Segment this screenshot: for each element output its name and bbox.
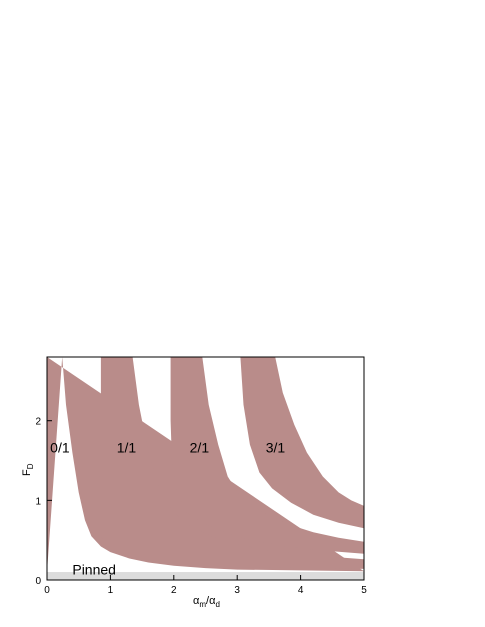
x-tick-label-3: 3 [234,585,240,596]
x-tick-label-0: 0 [44,585,50,596]
y-tick-label-1: 1 [35,496,41,507]
y-tick-label-2: 2 [35,417,41,428]
pinned-label: Pinned [72,561,116,577]
y-axis-title-main: F [21,469,33,476]
x-tick-label-5: 5 [361,585,367,596]
region-label-2-1: 2/1 [190,440,210,456]
region-label-1-1: 1/1 [117,440,137,456]
band-2-1 [170,357,364,554]
y-axis-ticks: 0 1 2 [35,417,52,587]
plot-area: 0/1 1/1 2/1 3/1 Pinned [46,356,365,581]
y-axis-title-sub: D [26,463,35,469]
region-label-3-1: 3/1 [266,440,286,456]
x-axis-ticks: 0 1 2 3 4 5 [44,575,367,596]
y-axis-title: FD [21,463,35,476]
x-axis-title-sub2: d [215,600,219,609]
x-axis-title-sep: /α [206,595,216,607]
pinned-region [47,572,364,580]
x-tick-label-4: 4 [298,585,304,596]
y-tick-label-0: 0 [35,576,41,587]
x-tick-label-1: 1 [108,585,114,596]
plot-frame [46,356,365,581]
bands-layer [47,357,364,572]
region-labels: 0/1 1/1 2/1 3/1 [50,440,285,456]
x-axis-title-main: α [193,595,200,607]
x-axis-title-sub1: m [199,600,206,609]
x-axis-title: αm/αd [193,595,220,609]
region-label-0-1: 0/1 [50,440,70,456]
band-3-1 [240,357,364,529]
x-tick-label-2: 2 [171,585,177,596]
band-1-1 [97,357,364,569]
